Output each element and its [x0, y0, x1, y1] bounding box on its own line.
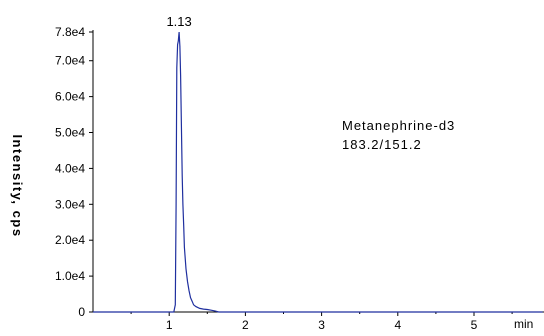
- y-tick-label: 2.0e4: [55, 233, 85, 247]
- y-tick-label: 5.0e4: [55, 126, 85, 140]
- y-tick-label: 3.0e4: [55, 197, 85, 211]
- x-tick-label: 2: [242, 318, 249, 332]
- x-tick-label: 1: [166, 318, 173, 332]
- y-tick-label: 0: [78, 305, 85, 319]
- y-tick-label: 1.0e4: [55, 269, 85, 283]
- y-tick-label: 7.8e4: [55, 25, 85, 39]
- y-axis-ticks: 0 1.0e4 2.0e4 3.0e4 4.0e4 5.0e4 6.0e4 7.0e4 7.8e…: [55, 25, 93, 319]
- peak-label: 1.13: [166, 14, 191, 29]
- y-tick-label: 6.0e4: [55, 90, 85, 104]
- x-tick-label: 5: [471, 318, 478, 332]
- y-tick-label: 7.0e4: [55, 54, 85, 68]
- y-axis-title: Intensity, cps: [10, 134, 25, 237]
- compound-name: Metanephrine-d3: [342, 118, 455, 133]
- x-tick-label: 4: [394, 318, 401, 332]
- x-tick-label: 3: [318, 318, 325, 332]
- y-tick-label: 4.0e4: [55, 161, 85, 175]
- x-axis-ticks: 1 2 3 4 5: [130, 312, 513, 332]
- transition-label: 183.2/151.2: [342, 137, 422, 152]
- x-axis-title: min: [514, 317, 533, 331]
- series-line: [93, 31, 543, 313]
